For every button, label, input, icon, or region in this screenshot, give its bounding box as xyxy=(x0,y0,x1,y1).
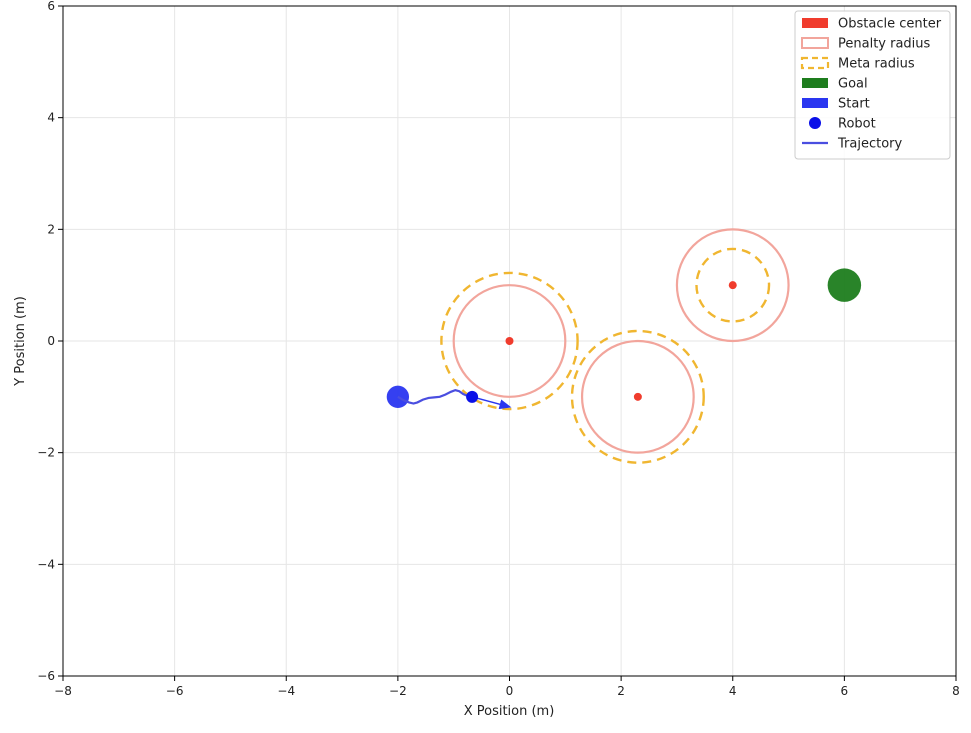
legend-swatch-robot xyxy=(809,117,821,129)
plot-area xyxy=(386,228,862,464)
x-tick-label: −2 xyxy=(389,684,407,698)
x-tick-label: 4 xyxy=(729,684,737,698)
y-tick-label: −6 xyxy=(37,669,55,683)
legend-label: Goal xyxy=(838,77,868,92)
trajectory-line xyxy=(397,388,473,405)
obstacle-penalty-circle xyxy=(452,284,567,398)
legend-swatch-goal xyxy=(802,78,828,88)
robot-marker xyxy=(466,390,479,403)
obstacle-meta-circle xyxy=(695,247,771,323)
legend-label: Meta radius xyxy=(838,57,915,72)
legend: Obstacle center Penalty radius Meta radius… xyxy=(794,10,951,160)
legend-swatch-obstacle-center xyxy=(802,18,828,28)
obstacle-meta-circle xyxy=(570,329,705,464)
x-axis-label: X Position (m) xyxy=(464,704,555,719)
x-tick-label: −4 xyxy=(277,684,295,698)
obstacle-center-point xyxy=(505,337,514,345)
y-tick-label: 6 xyxy=(47,0,55,13)
obstacle-penalty-circle xyxy=(675,228,790,343)
x-tick-label: 0 xyxy=(506,684,514,698)
heading-arrow xyxy=(471,396,512,410)
legend-swatch-start xyxy=(802,98,828,108)
y-tick-label: −2 xyxy=(37,446,55,460)
legend-box xyxy=(794,10,951,160)
y-tick-label: 2 xyxy=(47,222,55,236)
x-tick-label: 6 xyxy=(841,684,849,698)
legend-swatch-penalty-radius xyxy=(801,37,829,49)
legend-label: Robot xyxy=(838,117,876,132)
x-tick-label: −6 xyxy=(166,684,184,698)
legend-swatch-meta-radius xyxy=(800,56,830,70)
y-axis-label: Y Position (m) xyxy=(13,296,28,387)
y-tick-label: −4 xyxy=(37,557,55,571)
obstacle-center-point xyxy=(728,281,737,290)
obstacle-center-point xyxy=(633,392,642,401)
goal-marker xyxy=(827,268,862,302)
y-tick-label: 0 xyxy=(47,334,55,348)
x-tick-label: −8 xyxy=(54,684,72,698)
x-tick-label: 2 xyxy=(617,684,625,698)
y-tick-label: 4 xyxy=(47,111,55,125)
legend-label: Penalty radius xyxy=(838,37,931,52)
x-tick-label: 8 xyxy=(952,684,960,698)
legend-label: Trajectory xyxy=(837,137,902,152)
legend-label: Start xyxy=(838,97,870,112)
obstacle-penalty-circle xyxy=(580,339,695,454)
legend-label: Obstacle center xyxy=(838,17,942,32)
